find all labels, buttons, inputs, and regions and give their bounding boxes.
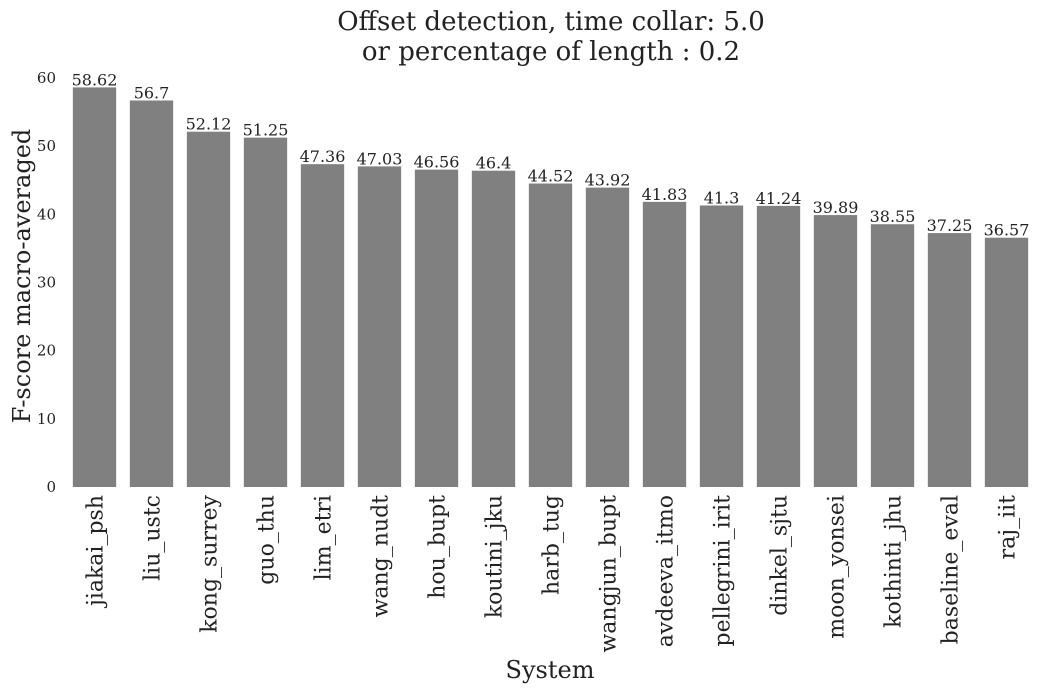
y-tick-label: 10 xyxy=(37,410,56,428)
bar-value-label: 37.25 xyxy=(927,216,973,235)
x-tick-label: jiakai_psh xyxy=(84,495,109,609)
x-tick-label: hou_bupt xyxy=(426,495,451,599)
chart-title-line-2: or percentage of length : 0.2 xyxy=(362,37,740,67)
bar xyxy=(756,205,801,487)
x-tick-label: dinkel_sjtu xyxy=(768,495,793,616)
data-labels: 58.62 56.7 52.12 51.25 47.36 47.03 46.56 46.4 44… xyxy=(72,70,1030,239)
chart-title-line-1: Offset detection, time collar: 5.0 xyxy=(337,7,765,37)
bar-value-label: 47.36 xyxy=(300,147,346,166)
bar-value-label: 52.12 xyxy=(186,115,232,134)
bar xyxy=(357,166,402,487)
x-tick-label: harb_tug xyxy=(540,495,565,595)
x-tick-label: liu_ustc xyxy=(141,495,166,581)
x-tick-label: guo_thu xyxy=(255,495,280,585)
bar xyxy=(870,224,915,487)
x-tick-label: kong_surrey xyxy=(198,494,223,632)
y-tick-label: 20 xyxy=(37,342,56,360)
bar-value-label: 51.25 xyxy=(243,121,289,140)
y-tick-label: 30 xyxy=(37,274,56,292)
bar-value-label: 47.03 xyxy=(357,149,403,168)
bar xyxy=(300,164,345,488)
y-tick-label: 60 xyxy=(37,69,56,87)
bar-value-label: 58.62 xyxy=(72,70,118,89)
bar-value-label: 41.3 xyxy=(704,188,740,207)
bar xyxy=(186,131,231,487)
bar xyxy=(984,237,1029,487)
bar-value-label: 43.92 xyxy=(585,171,631,190)
bar-value-label: 44.52 xyxy=(528,167,574,186)
x-tick-label: baseline_eval xyxy=(939,495,964,644)
y-axis-ticks: 0 10 20 30 40 50 60 xyxy=(37,69,56,496)
bar xyxy=(243,137,288,488)
bar xyxy=(927,233,972,487)
y-axis-label: F-score macro-averaged xyxy=(8,129,36,424)
y-tick-label: 50 xyxy=(37,137,56,155)
x-tick-label: avdeeva_itmo xyxy=(654,495,679,647)
bar-value-label: 36.57 xyxy=(984,221,1030,240)
y-tick-label: 0 xyxy=(46,478,56,496)
x-tick-label: kothinti_jhu xyxy=(882,495,907,628)
bar-value-label: 39.89 xyxy=(813,198,859,217)
bar xyxy=(585,187,630,487)
x-axis-ticks: jiakai_psh liu_ustc kong_surrey guo_thu lim_… xyxy=(84,494,1021,652)
y-tick-label: 40 xyxy=(37,205,56,223)
bar-value-label: 56.7 xyxy=(134,83,170,102)
x-axis-label: System xyxy=(506,656,595,684)
bars xyxy=(72,87,1029,488)
bar xyxy=(72,87,117,488)
x-tick-label: koutini_jku xyxy=(483,495,508,618)
bar-value-label: 46.56 xyxy=(414,153,460,172)
bar-value-label: 46.4 xyxy=(476,154,512,173)
bar xyxy=(642,201,687,487)
x-tick-label: lim_etri xyxy=(312,495,337,580)
bar-value-label: 38.55 xyxy=(870,207,916,226)
x-tick-label: wang_nudt xyxy=(369,495,394,618)
x-tick-label: raj_iit xyxy=(996,495,1021,560)
bar xyxy=(129,100,174,488)
chart-title: Offset detection, time collar: 5.0 or pe… xyxy=(337,7,765,67)
x-tick-label: moon_yonsei xyxy=(825,495,850,639)
bar xyxy=(528,183,573,487)
x-tick-label: wangjun_bupt xyxy=(597,495,622,653)
bar xyxy=(813,215,858,487)
bar-value-label: 41.83 xyxy=(642,185,688,204)
bar-value-label: 41.24 xyxy=(756,189,802,208)
x-tick-label: pellegrini_irit xyxy=(711,495,736,647)
bar xyxy=(414,169,459,487)
bar xyxy=(699,205,744,487)
bar xyxy=(471,170,516,487)
